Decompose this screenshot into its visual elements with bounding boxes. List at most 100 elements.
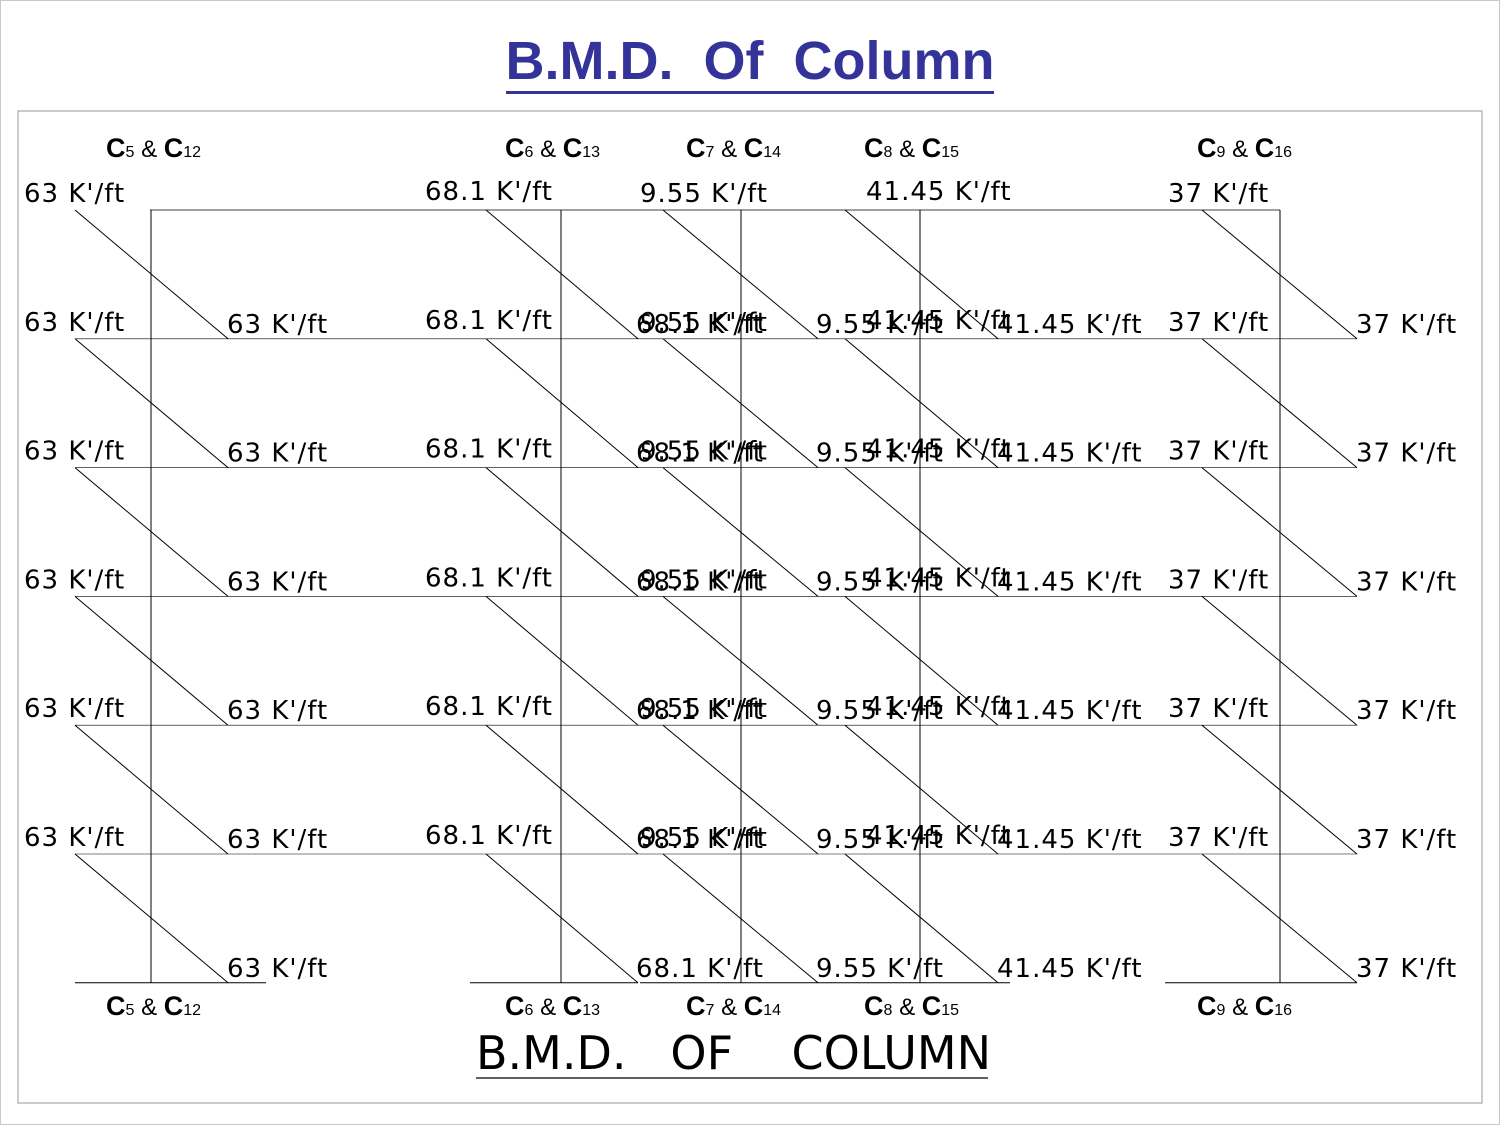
moment-diagonal-c8-storey-5 <box>844 724 999 855</box>
moment-diagonal-c5-storey-4 <box>74 596 229 726</box>
moment-diagonal-c5-storey-2 <box>74 338 229 468</box>
moment-bottom-c9-storey-6: 37 K'/ft <box>1356 954 1457 984</box>
moment-bottom-c7-storey-5: 9.55 K'/ft <box>816 825 944 855</box>
moment-diagonal-c9-storey-1 <box>1201 209 1358 340</box>
moment-diagonal-c7-storey-3 <box>662 467 819 597</box>
moment-bottom-c8-storey-2: 41.45 K'/ft <box>997 439 1143 469</box>
moment-top-c9-storey-5: 37 K'/ft <box>1168 694 1269 724</box>
moment-bottom-c5-storey-5: 63 K'/ft <box>227 825 328 855</box>
moment-diagonal-c6-storey-4 <box>485 596 639 726</box>
moment-bottom-c8-storey-5: 41.45 K'/ft <box>997 825 1143 855</box>
moment-diagonal-c9-storey-3 <box>1201 467 1358 597</box>
moment-diagonal-c9-storey-4 <box>1201 596 1358 726</box>
moment-bottom-c5-storey-2: 63 K'/ft <box>227 439 328 469</box>
moment-top-c7-storey-1: 9.55 K'/ft <box>640 179 768 209</box>
moment-bottom-c8-storey-4: 41.45 K'/ft <box>997 696 1143 726</box>
moment-top-c5-storey-6: 63 K'/ft <box>24 823 125 853</box>
moment-top-c9-storey-1: 37 K'/ft <box>1168 179 1269 209</box>
col-head-top-c6: C6 & C13 <box>505 133 600 163</box>
moment-diagonal-c5-storey-5 <box>74 724 229 855</box>
moment-diagonal-c8-storey-3 <box>844 467 999 597</box>
moment-top-c6-storey-2: 68.1 K'/ft <box>425 306 553 336</box>
col-head-bottom-c7: C7 & C14 <box>686 991 781 1021</box>
slide-title: B.M.D. Of Column <box>0 28 1500 94</box>
moment-bottom-c8-storey-3: 41.45 K'/ft <box>997 567 1143 597</box>
moment-top-c6-storey-5: 68.1 K'/ft <box>425 692 553 722</box>
moment-diagonal-c7-storey-2 <box>662 338 819 468</box>
moment-diagonal-c5-storey-1 <box>74 209 229 340</box>
moment-diagonal-c5-storey-3 <box>74 467 229 597</box>
col-head-top-c7: C7 & C14 <box>686 133 781 163</box>
moment-bottom-c5-storey-6: 63 K'/ft <box>227 954 328 984</box>
moment-top-c5-storey-2: 63 K'/ft <box>24 308 125 338</box>
moment-diagonal-c8-storey-2 <box>844 338 999 468</box>
moment-bottom-c6-storey-4: 68.1 K'/ft <box>636 696 764 726</box>
col-head-top-c8: C8 & C15 <box>864 133 959 163</box>
moment-bottom-c7-storey-2: 9.55 K'/ft <box>816 439 944 469</box>
moment-bottom-c9-storey-3: 37 K'/ft <box>1356 567 1457 597</box>
moment-top-c5-storey-3: 63 K'/ft <box>24 437 125 467</box>
moment-bottom-c5-storey-1: 63 K'/ft <box>227 310 328 340</box>
moment-top-c8-storey-6: 41.45 K'/ft <box>866 821 1012 851</box>
moment-bottom-c6-storey-6: 68.1 K'/ft <box>636 954 764 984</box>
moment-bottom-c7-storey-4: 9.55 K'/ft <box>816 696 944 726</box>
moment-bottom-c6-storey-5: 68.1 K'/ft <box>636 825 764 855</box>
moment-bottom-c5-storey-3: 63 K'/ft <box>227 567 328 597</box>
moment-top-c7-storey-2: 9.55 K'/ft <box>640 308 768 338</box>
moment-top-c8-storey-3: 41.45 K'/ft <box>866 435 1012 465</box>
moment-diagonal-c8-storey-6 <box>844 853 999 984</box>
moment-diagonal-c7-storey-6 <box>662 853 819 984</box>
moment-top-c9-storey-6: 37 K'/ft <box>1168 823 1269 853</box>
moment-diagonal-c6-storey-5 <box>485 724 639 855</box>
moment-bottom-c6-storey-1: 68.1 K'/ft <box>636 310 764 340</box>
moment-top-c6-storey-3: 68.1 K'/ft <box>425 435 553 465</box>
moment-diagonal-c9-storey-5 <box>1201 724 1358 855</box>
moment-diagonal-c9-storey-2 <box>1201 338 1358 468</box>
moment-top-c7-storey-3: 9.55 K'/ft <box>640 437 768 467</box>
moment-bottom-c6-storey-3: 68.1 K'/ft <box>636 567 764 597</box>
moment-top-c7-storey-5: 9.55 K'/ft <box>640 694 768 724</box>
moment-top-c8-storey-1: 41.45 K'/ft <box>866 177 1012 207</box>
moment-diagonal-c7-storey-5 <box>662 724 819 855</box>
slide-title-text: B.M.D. Of Column <box>505 31 995 94</box>
moment-top-c9-storey-2: 37 K'/ft <box>1168 308 1269 338</box>
moment-top-c6-storey-1: 68.1 K'/ft <box>425 177 553 207</box>
moment-diagonal-c7-storey-4 <box>662 596 819 726</box>
moment-bottom-c9-storey-4: 37 K'/ft <box>1356 696 1457 726</box>
moment-top-c9-storey-4: 37 K'/ft <box>1168 565 1269 595</box>
moment-diagonal-c5-storey-6 <box>74 853 229 984</box>
moment-top-c6-storey-6: 68.1 K'/ft <box>425 821 553 851</box>
moment-diagonal-c6-storey-6 <box>485 853 639 984</box>
moment-top-c7-storey-4: 9.55 K'/ft <box>640 565 768 595</box>
col-head-bottom-c8: C8 & C15 <box>864 991 959 1021</box>
moment-top-c5-storey-5: 63 K'/ft <box>24 694 125 724</box>
drawing-title: B.M.D. OF COLUMN <box>476 1026 991 1080</box>
moment-bottom-c7-storey-3: 9.55 K'/ft <box>816 567 944 597</box>
moment-diagonal-c6-storey-3 <box>485 467 639 597</box>
moment-top-c9-storey-3: 37 K'/ft <box>1168 437 1269 467</box>
moment-bottom-c7-storey-1: 9.55 K'/ft <box>816 310 944 340</box>
moment-bottom-c9-storey-5: 37 K'/ft <box>1356 825 1457 855</box>
moment-bottom-c8-storey-1: 41.45 K'/ft <box>997 310 1143 340</box>
moment-top-c5-storey-4: 63 K'/ft <box>24 565 125 595</box>
moment-top-c5-storey-1: 63 K'/ft <box>24 179 125 209</box>
moment-diagonal-c6-storey-2 <box>485 338 639 468</box>
moment-top-c8-storey-2: 41.45 K'/ft <box>866 306 1012 336</box>
drawing-frame <box>17 110 1483 1104</box>
moment-top-c7-storey-6: 9.55 K'/ft <box>640 823 768 853</box>
moment-top-c8-storey-4: 41.45 K'/ft <box>866 563 1012 593</box>
moment-top-c8-storey-5: 41.45 K'/ft <box>866 692 1012 722</box>
moment-bottom-c6-storey-2: 68.1 K'/ft <box>636 439 764 469</box>
col-head-bottom-c9: C9 & C16 <box>1197 991 1292 1021</box>
moment-bottom-c8-storey-6: 41.45 K'/ft <box>997 954 1143 984</box>
moment-diagonal-c7-storey-1 <box>662 209 819 340</box>
moment-bottom-c9-storey-1: 37 K'/ft <box>1356 310 1457 340</box>
moment-diagonal-c8-storey-4 <box>844 596 999 726</box>
col-head-bottom-c6: C6 & C13 <box>505 991 600 1021</box>
moment-bottom-c5-storey-4: 63 K'/ft <box>227 696 328 726</box>
moment-bottom-c9-storey-2: 37 K'/ft <box>1356 439 1457 469</box>
col-head-top-c5: C5 & C12 <box>106 133 201 163</box>
moment-diagonal-c9-storey-6 <box>1201 853 1358 984</box>
moment-diagonal-c8-storey-1 <box>844 209 999 340</box>
